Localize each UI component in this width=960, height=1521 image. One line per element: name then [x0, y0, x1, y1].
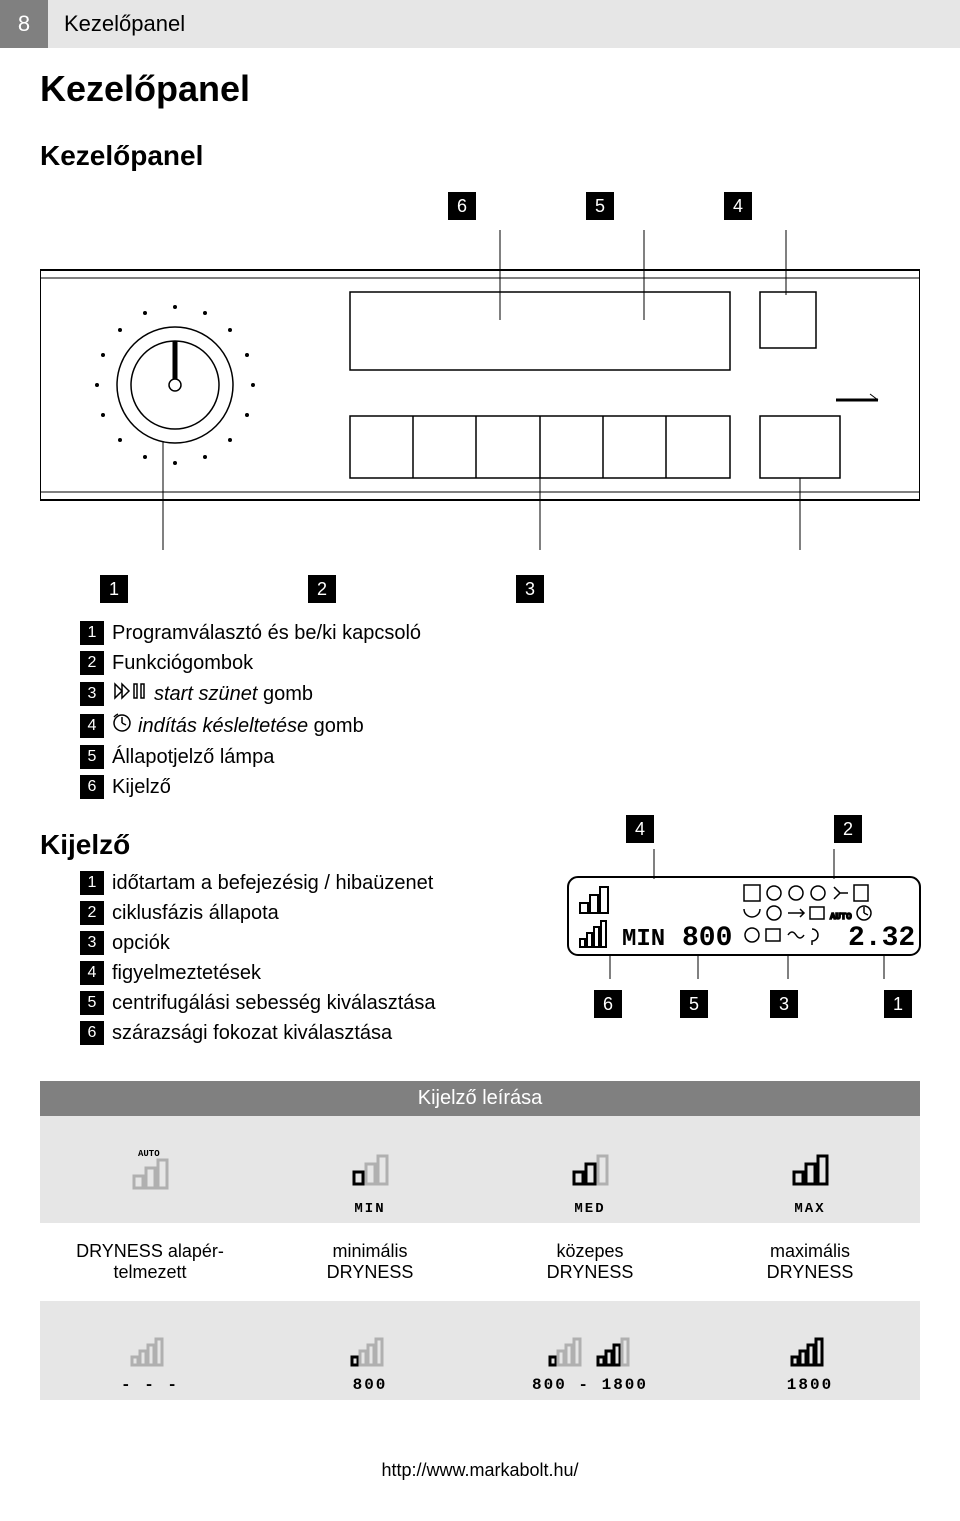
legend-num: 4: [80, 961, 104, 985]
table-cell: telmezett: [113, 1262, 186, 1282]
disp-ref-6: 6: [594, 990, 622, 1018]
legend-text: start szünet: [154, 683, 257, 705]
table-cell: DRYNESS: [547, 1262, 634, 1282]
svg-text:AUTO: AUTO: [830, 912, 852, 922]
heading-2-panel: Kezelőpanel: [40, 140, 920, 172]
legend-num: 2: [80, 901, 104, 925]
table-cell: minimális: [332, 1241, 407, 1261]
panel-bottom-ref-row: 1 2 3: [40, 575, 544, 603]
legend-num: 5: [80, 991, 104, 1015]
table-cell: DRYNESS: [767, 1262, 854, 1282]
heading-2-display: Kijelző: [40, 829, 544, 861]
page-header: 8 Kezelőpanel: [0, 0, 960, 48]
panel-top-ref-row: 6 5 4: [40, 192, 920, 220]
ref-num-4: 4: [724, 192, 752, 220]
display-svg: MIN 800 AUTO 2.32: [564, 849, 924, 979]
legend-text: indítás késleltetése: [138, 715, 308, 737]
svg-text:800: 800: [682, 923, 732, 954]
legend-text: figyelmeztetések: [112, 962, 261, 985]
legend-num: 1: [80, 871, 104, 895]
legend-text: Állapotjelző lámpa: [112, 746, 274, 769]
table-cell: maximális: [770, 1241, 850, 1261]
dryness-text-row: DRYNESS alapér-telmezett minimálisDRYNES…: [40, 1223, 920, 1301]
page-number: 8: [0, 0, 48, 48]
ref-num-3: 3: [516, 575, 544, 603]
disp-ref-4: 4: [626, 815, 654, 843]
spin-icon-row: - - - 800: [40, 1301, 920, 1400]
heading-1: Kezelőpanel: [40, 68, 920, 110]
svg-text:2.32: 2.32: [848, 923, 915, 954]
spin-icon-range: 800 - 1800: [480, 1301, 700, 1400]
dryness-icon-med: MED: [480, 1116, 700, 1223]
display-legend-list: 1időtartam a befejezésig / hibaüzenet 2c…: [40, 871, 544, 1045]
table-cell: DRYNESS: [327, 1262, 414, 1282]
ref-num-2: 2: [308, 575, 336, 603]
table-title: Kijelző leírása: [40, 1081, 920, 1116]
legend-num: 3: [80, 682, 104, 706]
legend-num: 6: [80, 775, 104, 799]
legend-text: gomb: [308, 715, 364, 737]
disp-ref-5: 5: [680, 990, 708, 1018]
svg-text:MIN: MIN: [622, 926, 665, 953]
legend-text: Kijelző: [112, 776, 171, 799]
legend-text: opciók: [112, 932, 170, 955]
ref-num-6: 6: [448, 192, 476, 220]
disp-ref-2: 2: [834, 815, 862, 843]
legend-text: szárazsági fokozat kiválasztása: [112, 1022, 392, 1045]
ref-num-5: 5: [586, 192, 614, 220]
disp-ref-3: 3: [770, 990, 798, 1018]
legend-num: 1: [80, 621, 104, 645]
legend-num: 4: [80, 714, 104, 738]
legend-text: centrifugálási sebesség kiválasztása: [112, 992, 436, 1015]
display-diagram-col: 4 2 MIN 800: [564, 815, 924, 1018]
delay-start-icon: [112, 713, 132, 739]
start-pause-icon: [112, 681, 148, 707]
legend-text: ciklusfázis állapota: [112, 902, 279, 925]
legend-text: Programválasztó és be/ki kapcsoló: [112, 622, 421, 645]
display-description-table: Kijelző leírása AUTO: [40, 1081, 920, 1400]
dryness-icon-auto: AUTO: [40, 1116, 260, 1223]
dryness-icon-min: MIN: [260, 1116, 480, 1223]
dryness-icon-max: MAX: [700, 1116, 920, 1223]
spin-icon-none: - - -: [40, 1301, 260, 1400]
legend-text: időtartam a befejezésig / hibaüzenet: [112, 872, 433, 895]
panel-legend-list: 1 Programválasztó és be/ki kapcsoló 2 Funk…: [40, 621, 544, 799]
page-header-title: Kezelőpanel: [48, 0, 960, 48]
control-panel-diagram: [40, 230, 920, 555]
legend-num: 2: [80, 651, 104, 675]
legend-num: 5: [80, 745, 104, 769]
footer-url: http://www.markabolt.hu/: [40, 1460, 920, 1481]
spin-icon-800: 800: [260, 1301, 480, 1400]
spin-icon-1800: 1800: [700, 1301, 920, 1400]
legend-num: 3: [80, 931, 104, 955]
table-cell: DRYNESS alapér-: [76, 1241, 224, 1261]
table-cell: közepes: [556, 1241, 623, 1261]
legend-text: gomb: [257, 683, 313, 705]
dryness-icon-row: AUTO MIN: [40, 1116, 920, 1223]
ref-num-1: 1: [100, 575, 128, 603]
svg-text:AUTO: AUTO: [138, 1149, 160, 1159]
legend-text: Funkciógombok: [112, 652, 253, 675]
legend-num: 6: [80, 1021, 104, 1045]
disp-ref-1: 1: [884, 990, 912, 1018]
